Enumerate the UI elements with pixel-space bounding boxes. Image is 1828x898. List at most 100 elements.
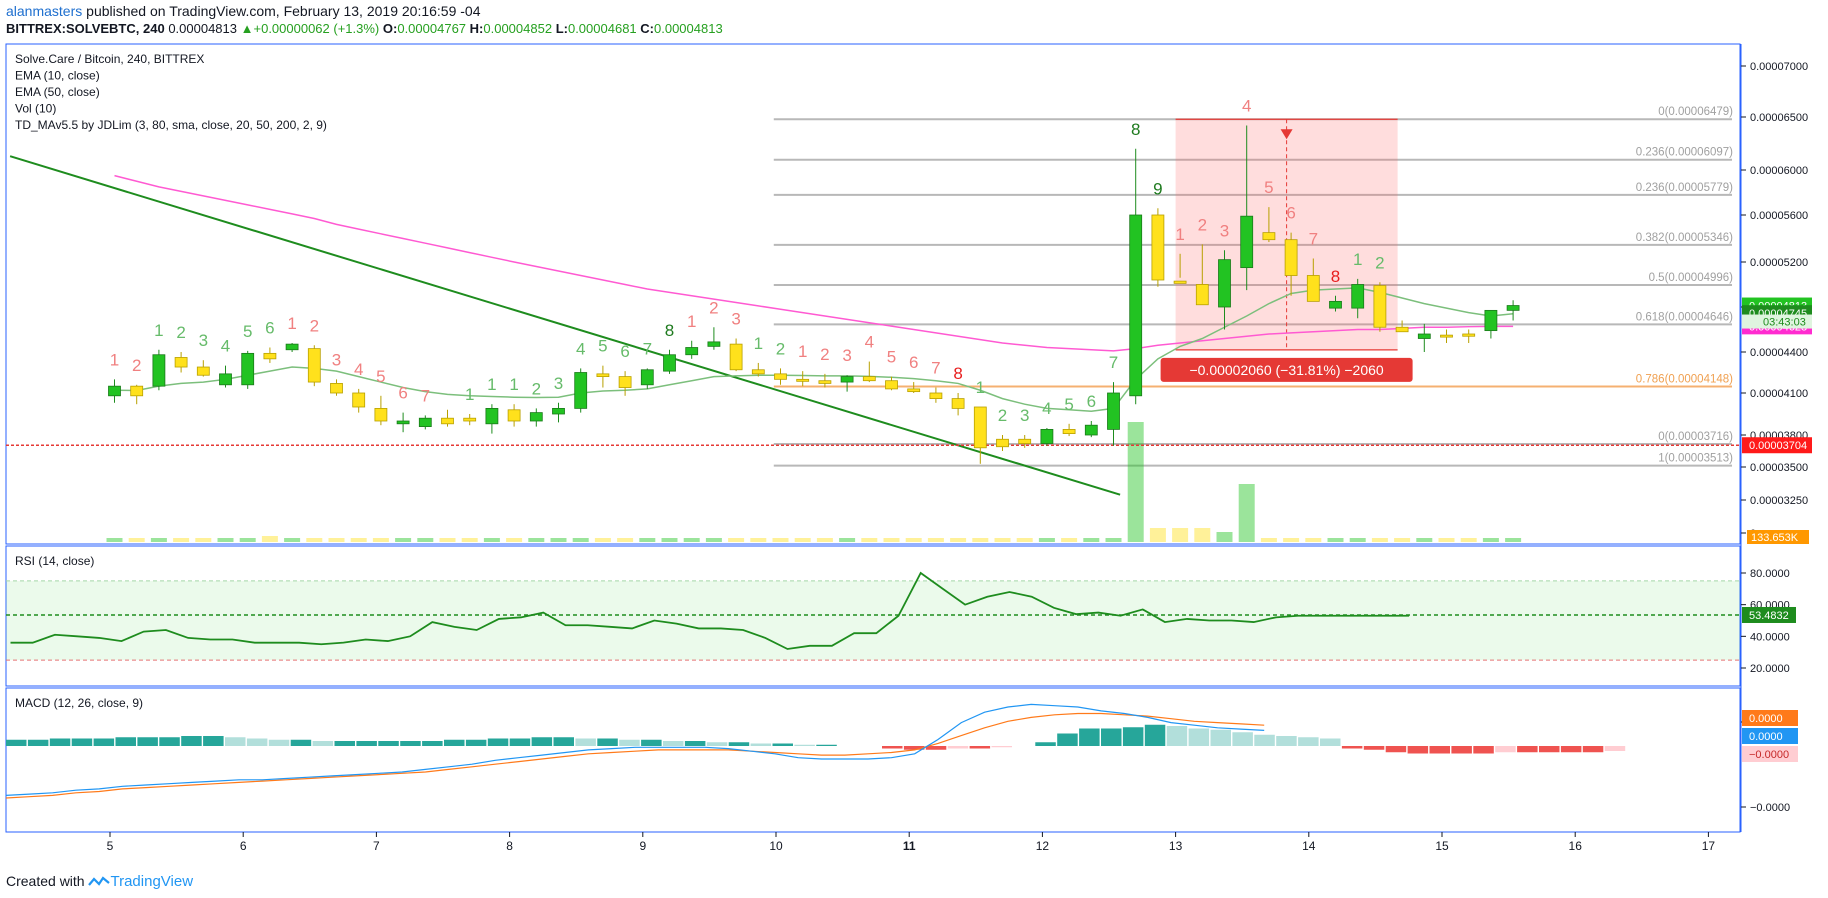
td-count-label: 1 [487, 375, 496, 394]
macd-histogram-bar [1035, 742, 1056, 746]
macd-histogram-bar [378, 741, 399, 746]
price-tick-label: 0.00003250 [1750, 495, 1808, 507]
volume-axis-label: 133.653K [1751, 532, 1799, 544]
time-tick-label: 16 [1569, 839, 1583, 853]
macd-histogram-bar [1232, 732, 1253, 746]
macd-histogram-bar [1429, 746, 1450, 754]
macd-histogram-bar [882, 746, 903, 749]
rsi-current-label: 53.4832 [1749, 610, 1789, 622]
td-count-label: 3 [731, 310, 740, 329]
close-label: C: [640, 21, 654, 36]
macd-histogram-bar [159, 737, 180, 746]
candle-body [640, 369, 654, 386]
macd-histogram-bar [1298, 737, 1319, 746]
candle-body [330, 383, 343, 394]
macd-histogram-bar [225, 737, 246, 746]
time-tick-label: 15 [1435, 839, 1449, 853]
candle-body [1417, 333, 1431, 339]
volume-bar [927, 538, 944, 542]
macd-histogram-bar [93, 738, 115, 746]
candle-body [796, 378, 810, 382]
rsi-tick-label: 20.0000 [1750, 663, 1790, 675]
candle-body [1240, 215, 1254, 269]
author-link[interactable]: alanmasters [6, 3, 83, 19]
volume-bar [328, 538, 345, 542]
legend-line: TD_MAv5.5 by JDLim (3, 80, sma, close, 2… [15, 118, 327, 132]
td-count-label: 1 [110, 350, 119, 369]
macd-histogram-bar [115, 737, 136, 746]
td-count-label: 7 [1309, 229, 1318, 248]
rsi-pane [5, 545, 1741, 687]
td-count-label: 2 [176, 323, 185, 342]
macd-current-label: 0.0000 [1749, 713, 1783, 725]
volume-bar [639, 538, 656, 542]
candle-body [596, 373, 610, 378]
countdown-box [1742, 314, 1812, 329]
volume-bar [994, 538, 1011, 542]
ema10-line [114, 287, 1514, 412]
macd-histogram-bar [312, 741, 334, 746]
fib-level-label: 0(0.00006479) [1658, 106, 1733, 118]
macd-histogram-bar [1407, 746, 1429, 754]
macd-histogram-bar [1341, 746, 1363, 749]
td-count-label: 1 [754, 334, 763, 353]
volume-bar [950, 538, 967, 542]
candle-body [729, 343, 743, 371]
candle-body [1395, 326, 1409, 333]
td-count-label: 3 [1020, 406, 1029, 425]
macd-line [5, 703, 1265, 796]
macd-histogram-bar [1166, 726, 1188, 746]
macd-histogram-bar [1451, 746, 1472, 754]
candle-body [1351, 284, 1365, 309]
volume-bar [728, 538, 745, 542]
volume-bar [417, 538, 434, 542]
td-count-label: 1 [154, 321, 163, 340]
volume-bar [972, 538, 989, 542]
volume-bar [150, 538, 167, 542]
volume-bar [661, 538, 678, 542]
candle-body [1284, 239, 1298, 276]
td-count-label: 7 [1109, 353, 1118, 372]
volume-bar [594, 538, 611, 542]
macd-histogram-bar [553, 737, 574, 746]
macd-histogram-bar [1517, 746, 1538, 753]
td-count-label: 6 [909, 353, 918, 372]
macd-current-label: −0.0000 [1749, 749, 1789, 761]
td-count-label: 1 [687, 312, 696, 331]
macd-histogram-bar [531, 737, 553, 746]
volume-bar [1105, 538, 1122, 542]
legend-line: Solve.Care / Bitcoin, 240, BITTREX [15, 52, 204, 66]
td-count-label: 8 [665, 321, 674, 340]
volume-bar [350, 538, 367, 542]
candle-body [1506, 305, 1520, 311]
measure-label: −0.00002060 (−31.81%) −2060 [1189, 362, 1383, 378]
candle-body [862, 376, 876, 382]
td-count-label: 2 [776, 339, 785, 358]
legend-line: Vol (10) [15, 102, 56, 116]
volume-bar [572, 538, 589, 542]
macd-histogram-bar [1210, 729, 1231, 746]
volume-bar [683, 538, 700, 542]
price-tick-label: 0.00006500 [1750, 112, 1808, 124]
macd-histogram-bar [1495, 746, 1516, 753]
macd-tick-label: −0.0000 [1750, 802, 1790, 814]
candle-body [307, 348, 321, 383]
td-count-label: 8 [953, 364, 962, 383]
candle-body [1151, 214, 1165, 281]
volume-bar [794, 538, 811, 542]
measure-label-box [1160, 357, 1413, 382]
time-tick-label: 5 [107, 839, 114, 853]
td-count-label: 2 [998, 406, 1007, 425]
macd-histogram-bar [71, 738, 93, 746]
time-tick-label: 14 [1302, 839, 1316, 853]
candle-body [1129, 214, 1143, 397]
macd-histogram-bar [794, 744, 815, 746]
tradingview-logo-icon [88, 876, 111, 886]
volume-bar [1305, 538, 1322, 542]
td-count-label: 4 [1042, 399, 1051, 418]
macd-signal-line [5, 712, 1265, 799]
price-tick-label: 0.00007000 [1750, 61, 1808, 73]
tradingview-brand[interactable]: TradingView [110, 873, 194, 890]
volume-bar [1238, 484, 1255, 542]
